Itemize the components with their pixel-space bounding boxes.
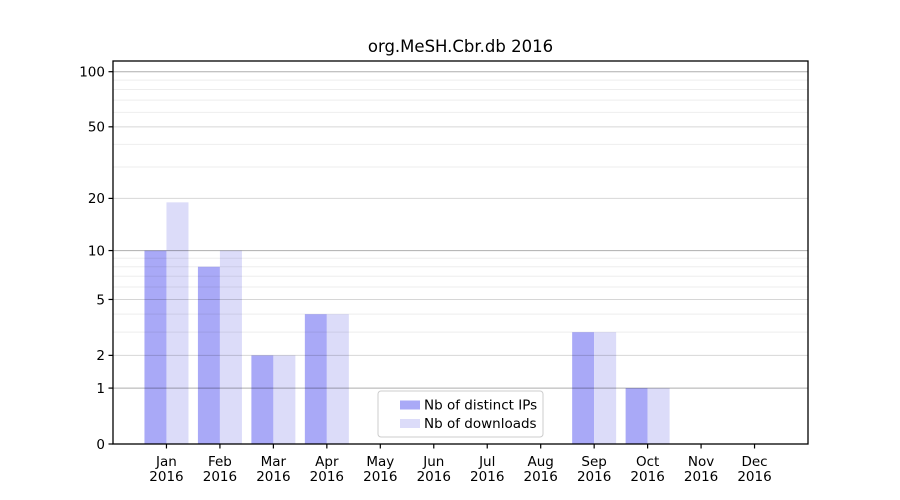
x-tick-label-year-jun: 2016 bbox=[417, 469, 451, 485]
chart-title: org.MeSH.Cbr.db 2016 bbox=[368, 37, 553, 56]
axes-layer: 0125102050100Jan2016Feb2016Mar2016Apr201… bbox=[79, 60, 809, 485]
legend-swatch-distinct-ips bbox=[400, 400, 420, 410]
x-tick-label-year-sep: 2016 bbox=[577, 469, 611, 485]
x-tick-label-year-apr: 2016 bbox=[310, 469, 344, 485]
x-tick-label-year-jan: 2016 bbox=[149, 469, 183, 485]
bar-oct-distinct-ips bbox=[625, 388, 648, 444]
bar-sep-distinct-ips bbox=[572, 332, 595, 444]
y-tick-label-50: 50 bbox=[88, 120, 105, 136]
x-tick-label-month-apr: Apr bbox=[315, 454, 339, 470]
x-tick-label-year-dec: 2016 bbox=[737, 469, 771, 485]
bar-jan-downloads bbox=[166, 202, 189, 444]
x-tick-label-month-may: May bbox=[366, 454, 394, 470]
x-tick-label-month-dec: Dec bbox=[741, 454, 767, 470]
x-tick-label-year-mar: 2016 bbox=[256, 469, 290, 485]
y-tick-label-10: 10 bbox=[88, 243, 105, 259]
x-tick-label-month-jul: Jul bbox=[478, 454, 495, 470]
bar-apr-distinct-ips bbox=[304, 314, 327, 444]
bars-layer bbox=[144, 202, 670, 444]
x-tick-label-year-may: 2016 bbox=[363, 469, 397, 485]
y-tick-label-2: 2 bbox=[96, 348, 105, 364]
bar-jan-distinct-ips bbox=[144, 250, 167, 444]
x-tick-label-year-jul: 2016 bbox=[470, 469, 504, 485]
x-tick-label-year-oct: 2016 bbox=[630, 469, 664, 485]
x-tick-label-year-feb: 2016 bbox=[203, 469, 237, 485]
bar-apr-downloads bbox=[326, 314, 349, 444]
bar-mar-distinct-ips bbox=[251, 355, 274, 444]
legend-swatch-downloads bbox=[400, 419, 420, 428]
legend: Nb of distinct IPs Nb of downloads bbox=[377, 390, 544, 438]
x-tick-label-month-feb: Feb bbox=[208, 454, 232, 470]
bar-sep-downloads bbox=[594, 332, 617, 444]
legend-label-downloads: Nb of downloads bbox=[424, 416, 537, 432]
grid-layer bbox=[113, 71, 808, 389]
bar-oct-downloads bbox=[647, 388, 670, 444]
x-tick-label-month-mar: Mar bbox=[261, 454, 287, 470]
bar-feb-distinct-ips bbox=[197, 266, 220, 444]
y-tick-label-5: 5 bbox=[96, 292, 105, 308]
y-tick-label-0: 0 bbox=[96, 437, 105, 453]
y-tick-label-100: 100 bbox=[79, 65, 105, 81]
x-tick-label-year-aug: 2016 bbox=[524, 469, 558, 485]
x-tick-label-month-aug: Aug bbox=[528, 454, 554, 470]
x-tick-label-year-nov: 2016 bbox=[684, 469, 718, 485]
plot-frame bbox=[112, 60, 809, 445]
y-tick-label-1: 1 bbox=[96, 381, 105, 397]
x-tick-label-month-nov: Nov bbox=[688, 454, 714, 470]
x-tick-label-month-sep: Sep bbox=[581, 454, 606, 470]
bar-mar-downloads bbox=[273, 355, 296, 444]
y-tick-label-20: 20 bbox=[88, 191, 105, 207]
legend-label-distinct-ips: Nb of distinct IPs bbox=[424, 398, 537, 414]
x-tick-label-month-jan: Jan bbox=[155, 454, 177, 470]
x-tick-label-month-jun: Jun bbox=[422, 454, 444, 470]
x-tick-label-month-oct: Oct bbox=[636, 454, 659, 470]
bar-feb-downloads bbox=[219, 250, 242, 444]
